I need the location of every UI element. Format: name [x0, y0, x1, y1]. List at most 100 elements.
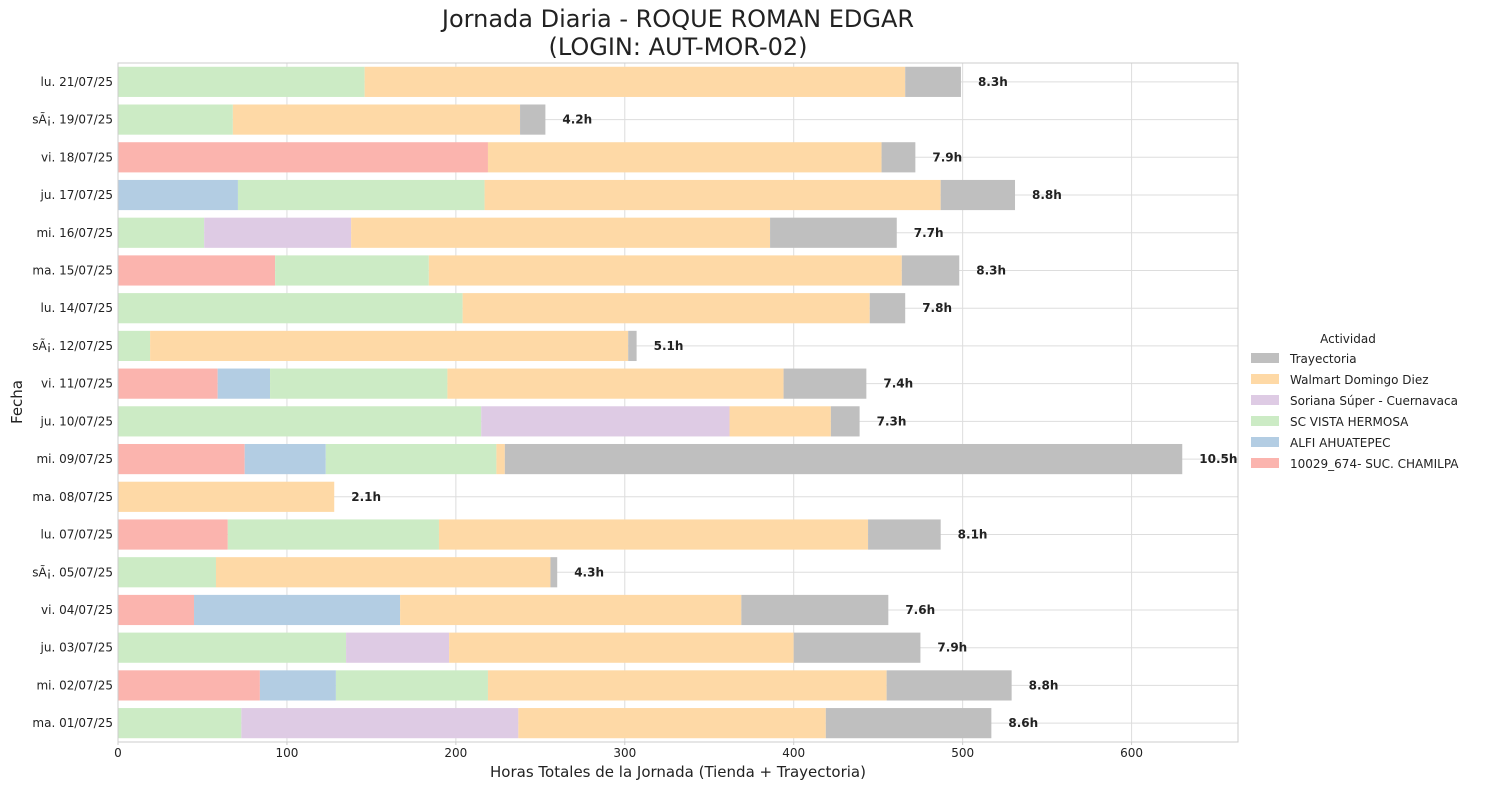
total-labels: 8.3h 4.2h 7.9h 8.8h 7.7h 8.3h 7.8h 5.1h 7.4h 7.3h… [351, 75, 1237, 730]
x-tick-label: 500 [951, 746, 974, 760]
bar-segment [194, 594, 401, 626]
legend: Actividad Trayectoria Walmart Domingo Die… [1251, 332, 1459, 471]
legend-label: Walmart Domingo Diez [1290, 373, 1429, 387]
x-tick-label: 100 [275, 746, 298, 760]
bar-segment [118, 217, 205, 248]
x-axis-label: Horas Totales de la Jornada (Tienda + Tr… [490, 763, 866, 781]
bar-segment [447, 368, 784, 399]
bar-segment [825, 708, 992, 739]
bar-segment [484, 179, 941, 211]
total-label: 10.5h [1199, 452, 1237, 466]
y-tick-label: ju. 10/07/25 [40, 414, 113, 428]
bar-segment [118, 443, 245, 475]
bar-segment [868, 519, 941, 550]
legend-label: Trayectoria [1289, 352, 1357, 366]
bar-segment [244, 443, 326, 475]
bar-segment [118, 557, 216, 588]
bar-segment [364, 66, 906, 97]
legend-swatch [1251, 353, 1279, 363]
total-label: 8.3h [978, 75, 1008, 89]
bar-segment [215, 557, 551, 588]
bar-segment [118, 708, 242, 739]
bar-segment [241, 708, 519, 739]
bar-segment [729, 406, 831, 437]
bar-segment [869, 293, 906, 324]
y-tick-label: ma. 08/07/25 [32, 490, 113, 504]
x-tick-labels: 0 100 200 300 400 500 600 [114, 742, 1143, 760]
total-label: 8.3h [976, 263, 1006, 277]
legend-swatch [1251, 437, 1279, 447]
bar-segment [118, 368, 218, 399]
y-tick-label: mi. 16/07/25 [36, 226, 113, 240]
total-label: 7.6h [905, 603, 935, 617]
bar-segment [118, 104, 233, 135]
total-label: 4.2h [562, 113, 592, 127]
legend-swatch [1251, 374, 1279, 384]
bar-segment [518, 708, 826, 739]
legend-title: Actividad [1320, 332, 1376, 346]
total-label: 7.9h [932, 150, 962, 164]
bar-segment [118, 255, 276, 286]
y-tick-label: vi. 11/07/25 [41, 377, 113, 391]
bar-segment [462, 293, 870, 324]
bar-segment [118, 594, 195, 626]
legend-swatch [1251, 416, 1279, 426]
x-tick-label: 200 [444, 746, 467, 760]
bar-segment [504, 443, 1183, 475]
y-tick-label: ju. 03/07/25 [40, 641, 113, 655]
y-tick-label: vi. 04/07/25 [41, 603, 113, 617]
bar-segment [400, 594, 742, 626]
bar-segment [150, 330, 629, 362]
x-tick-label: 300 [613, 746, 636, 760]
bar-segment [118, 293, 463, 324]
bar-segment [628, 330, 637, 362]
bar-segment [118, 481, 335, 512]
x-tick-label: 600 [1120, 746, 1143, 760]
total-label: 8.8h [1032, 188, 1062, 202]
bar-segment [204, 217, 352, 248]
bar-segment [830, 406, 860, 437]
total-label: 4.3h [574, 565, 604, 579]
bar-segment [487, 670, 887, 701]
total-label: 7.7h [914, 226, 944, 240]
y-tick-label: lu. 07/07/25 [41, 528, 113, 542]
y-tick-label: mi. 09/07/25 [36, 452, 113, 466]
chart-title-line-1: Jornada Diaria - ROQUE ROMAN EDGAR [440, 5, 914, 33]
bar-segment [741, 594, 889, 626]
bars [118, 66, 1183, 739]
bar-segment [259, 670, 336, 701]
total-label: 7.8h [922, 301, 952, 315]
bar-segment [550, 557, 558, 588]
total-label: 7.3h [877, 414, 907, 428]
y-tick-label: lu. 21/07/25 [41, 75, 113, 89]
bar-segment [118, 179, 238, 211]
bar-segment [237, 179, 485, 211]
y-tick-label: ju. 17/07/25 [40, 188, 113, 202]
bar-segment [940, 179, 1016, 211]
total-label: 2.1h [351, 490, 381, 504]
bar-segment [118, 142, 488, 173]
bar-segment [118, 330, 151, 362]
y-tick-label: sÃ¡. 05/07/25 [32, 564, 113, 579]
total-label: 8.6h [1008, 716, 1038, 730]
bar-segment [487, 142, 882, 173]
total-label: 5.1h [654, 339, 684, 353]
y-tick-label: lu. 14/07/25 [41, 301, 113, 315]
bar-segment [793, 632, 921, 663]
legend-swatch [1251, 395, 1279, 405]
y-tick-labels: lu. 21/07/25 sÃ¡. 19/07/25 vi. 18/07/25 ju.… [32, 75, 113, 730]
x-tick-label: 400 [782, 746, 805, 760]
bar-segment [217, 368, 271, 399]
y-tick-label: sÃ¡. 12/07/25 [32, 338, 113, 353]
y-axis-label: Fecha [8, 380, 26, 424]
bar-segment [428, 255, 902, 286]
bar-segment [227, 519, 439, 550]
bar-segment [449, 632, 794, 663]
y-tick-label: sÃ¡. 19/07/25 [32, 112, 113, 127]
bar-segment [351, 217, 771, 248]
plot-frame [117, 62, 1239, 743]
x-tick-label: 0 [114, 746, 122, 760]
bar-segment [118, 632, 347, 663]
total-label: 7.9h [937, 641, 967, 655]
